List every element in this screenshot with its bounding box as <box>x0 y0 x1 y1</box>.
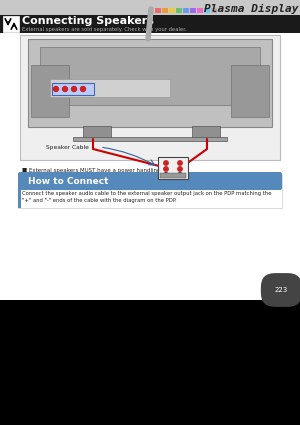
Text: How to Connect: How to Connect <box>28 176 109 185</box>
Circle shape <box>164 173 168 177</box>
Circle shape <box>62 87 68 91</box>
Bar <box>0 0 300 300</box>
Bar <box>211 8 217 13</box>
Text: 223: 223 <box>275 287 288 293</box>
Text: External speakers are sold separately. Check with your dealer.: External speakers are sold separately. C… <box>22 26 187 31</box>
Bar <box>231 65 269 117</box>
Bar <box>73 137 227 141</box>
Text: Connect the speaker audio cable to the external speaker output jack on the PDP m: Connect the speaker audio cable to the e… <box>22 191 272 203</box>
Bar <box>160 173 186 178</box>
Bar <box>197 8 203 13</box>
Bar <box>31 65 69 117</box>
Text: Speaker Cable: Speaker Cable <box>46 144 89 150</box>
Text: Connecting Speakers: Connecting Speakers <box>22 16 154 26</box>
Bar <box>192 126 220 139</box>
Circle shape <box>178 167 182 171</box>
Circle shape <box>178 161 182 165</box>
Bar <box>204 8 210 13</box>
Circle shape <box>164 167 168 171</box>
Bar <box>155 8 161 13</box>
Bar <box>3 16 19 32</box>
Bar <box>162 8 168 13</box>
Bar <box>28 39 272 127</box>
FancyBboxPatch shape <box>18 172 282 190</box>
Bar <box>0 15 300 33</box>
Circle shape <box>80 87 86 91</box>
Bar <box>18 175 282 208</box>
Circle shape <box>164 161 168 165</box>
Bar <box>0 0 300 15</box>
Text: Plasma Display: Plasma Display <box>203 4 298 14</box>
Bar <box>50 79 170 97</box>
Bar <box>52 83 94 95</box>
Text: ■ External speakers MUST have a power handling
   capability of 12 watts minimum: ■ External speakers MUST have a power ha… <box>22 168 173 180</box>
Bar <box>169 8 175 13</box>
Bar <box>83 126 111 139</box>
Bar <box>190 8 196 13</box>
Circle shape <box>53 87 58 91</box>
Bar <box>20 35 280 160</box>
Bar <box>18 175 21 208</box>
Bar <box>40 47 260 105</box>
Bar <box>183 8 189 13</box>
Bar <box>158 157 188 179</box>
Circle shape <box>178 173 182 177</box>
Circle shape <box>71 87 76 91</box>
Bar <box>176 8 182 13</box>
